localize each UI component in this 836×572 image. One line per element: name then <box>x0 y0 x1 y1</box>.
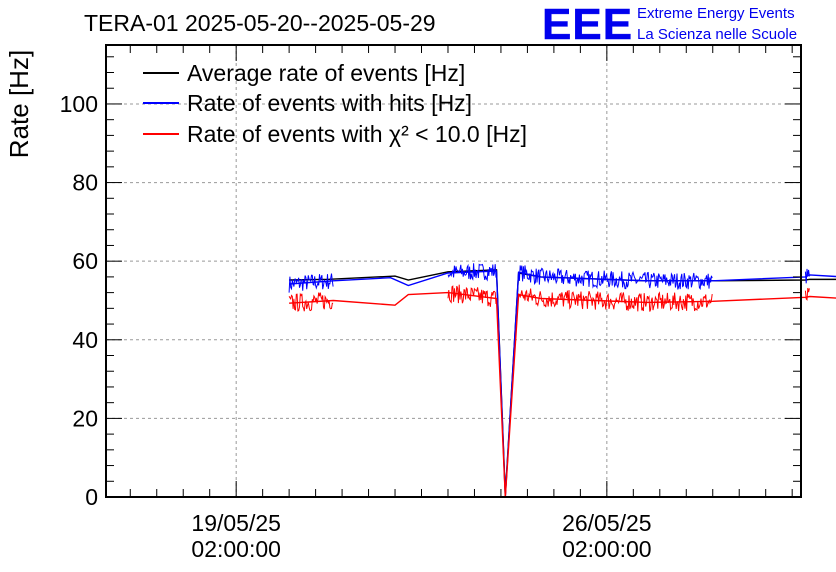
legend-label-hits: Rate of events with hits [Hz] <box>187 90 472 116</box>
y-axis-label: Rate [Hz] <box>4 50 34 158</box>
plot-frame <box>105 44 802 498</box>
chart-title: TERA-01 2025-05-20--2025-05-29 <box>84 10 436 36</box>
y-tick-label: 0 <box>85 484 98 510</box>
series-noise-band <box>447 263 497 282</box>
x-tick-label-date: 19/05/25 <box>191 510 281 536</box>
series-line <box>289 291 836 498</box>
eee-logo-line1: Extreme Energy Events <box>637 5 795 22</box>
x-tick-label-date: 26/05/25 <box>562 510 652 536</box>
series-noise-band <box>804 268 810 284</box>
x-tick-label-time: 02:00:00 <box>191 536 281 562</box>
legend: Average rate of events [Hz] Rate of even… <box>143 60 527 147</box>
series-layer <box>288 263 836 498</box>
eee-logo-mark: EEE <box>542 0 633 49</box>
series-noise-band <box>288 273 334 293</box>
series-group <box>288 263 836 498</box>
x-tick-label-time: 02:00:00 <box>562 536 652 562</box>
series-noise-band <box>804 287 810 301</box>
series-noise-band <box>447 284 497 307</box>
labels-layer: 02040608010019/05/2502:00:0026/05/2502:0… <box>60 91 652 562</box>
ticks-layer <box>106 45 801 498</box>
series-noise-band <box>518 288 713 312</box>
series-line <box>289 270 836 498</box>
y-tick-label: 40 <box>72 327 98 353</box>
series-noise-band <box>518 265 713 290</box>
legend-label-chi2: Rate of events with χ² < 10.0 [Hz] <box>187 121 527 147</box>
series-group <box>288 284 836 498</box>
y-tick-label: 80 <box>72 170 98 196</box>
eee-logo: EEE Extreme Energy Events La Scienza nel… <box>542 0 797 49</box>
y-tick-label: 60 <box>72 248 98 274</box>
eee-logo-line2: La Scienza nelle Scuole <box>637 26 797 43</box>
grid-layer <box>106 45 801 497</box>
y-tick-label: 100 <box>60 91 98 117</box>
y-tick-label: 20 <box>72 405 98 431</box>
frame-layer <box>105 44 802 498</box>
series-noise-band <box>288 292 334 312</box>
legend-label-avg: Average rate of events [Hz] <box>187 60 465 86</box>
